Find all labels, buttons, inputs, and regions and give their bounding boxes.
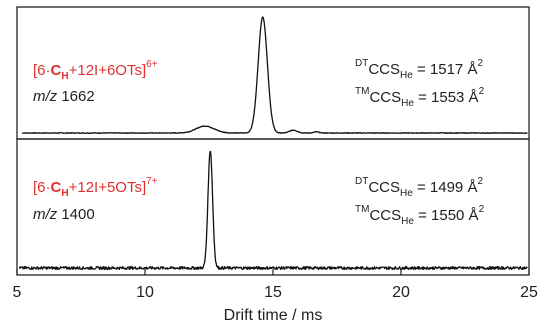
ccs-label-1-1: DTCCSHe = 1517 Å2	[355, 58, 483, 81]
ion-formula-1: [6·CH+12I+6OTs]6+	[33, 59, 158, 82]
ccs-label-2-1: DTCCSHe = 1499 Å2	[355, 176, 483, 199]
mz-label-1: m/z 1662	[33, 88, 95, 105]
trace-panel-2	[18, 150, 528, 271]
x-axis-label: Drift time / ms	[224, 307, 323, 324]
trace-panel-1	[21, 16, 528, 134]
ion-formula-2: [6·CH+12I+5OTs]7+	[33, 176, 158, 199]
x-tick-label-1: 10	[136, 284, 154, 301]
x-tick-label-3: 20	[392, 284, 410, 301]
panel-labels: [6·CH+12I+6OTs]6+ m/z 1662 DTCCSHe = 1517 …	[33, 58, 485, 227]
x-tick-label-0: 5	[13, 284, 22, 301]
ccs-label-2-2: TMCCSHe = 1550 Å2	[355, 204, 485, 227]
x-axis-ticks: 5 10 15 20 25	[13, 269, 538, 301]
x-tick-label-2: 15	[264, 284, 282, 301]
x-tick-label-4: 25	[520, 284, 538, 301]
drift-traces	[18, 16, 528, 271]
mz-label-2: m/z 1400	[33, 206, 95, 223]
ccs-label-1-2: TMCCSHe = 1553 Å2	[355, 86, 485, 109]
